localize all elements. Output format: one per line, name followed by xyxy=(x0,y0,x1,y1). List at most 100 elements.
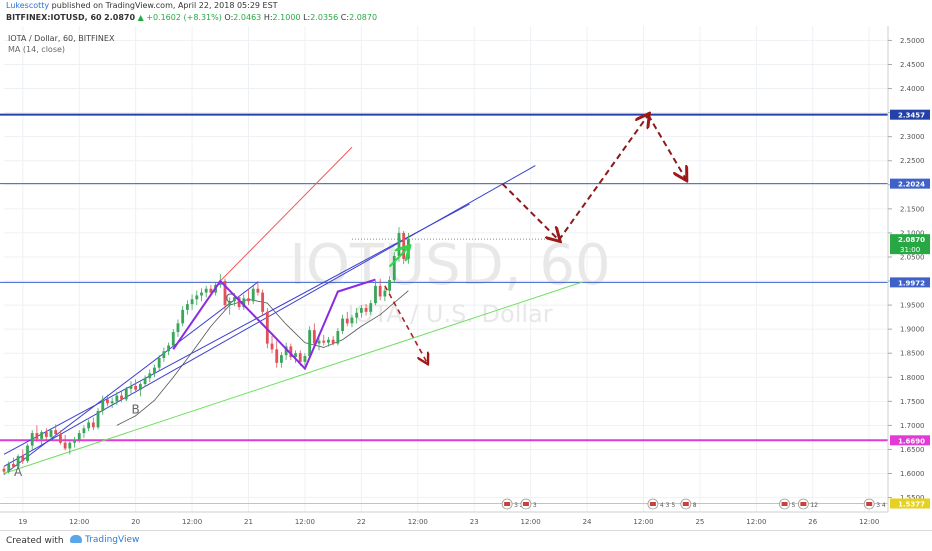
candle-body xyxy=(16,456,20,467)
price-level-badge xyxy=(890,178,930,189)
candle-body xyxy=(176,323,180,333)
candle-body xyxy=(242,298,246,308)
candle-body xyxy=(181,309,185,324)
event-count[interactable]: 8 xyxy=(693,502,697,509)
green-trendline xyxy=(3,281,583,474)
candle-body xyxy=(251,288,255,302)
event-count[interactable]: 3 xyxy=(533,502,537,509)
price-chart[interactable]: IOTUSD, 60 IOTA / U.S. Dollar ABC 3 2 33… xyxy=(0,26,932,530)
price-level-label: 2.3457 xyxy=(898,112,925,120)
price-tick-label: 1.7000 xyxy=(900,422,925,430)
candle-body xyxy=(336,331,340,344)
author-link[interactable]: Lukescotty xyxy=(6,1,50,10)
event-flag-stripe xyxy=(649,502,656,506)
candle-body xyxy=(124,388,128,400)
ohlc-low-value: 2.0356 xyxy=(310,13,339,22)
candle-body xyxy=(265,311,269,344)
candle-body xyxy=(284,346,288,356)
candle-body xyxy=(91,422,95,428)
publish-header: Lukescotty published on TradingView.com,… xyxy=(0,0,932,26)
candle-body xyxy=(322,340,326,343)
time-tick-label: 21 xyxy=(244,518,253,526)
channel-upper-line xyxy=(3,203,470,455)
ohlc-close-value: 2.0870 xyxy=(349,13,378,22)
time-axis[interactable]: 19 12:00 20 12:00 21 12:00 22 12:00 23 12:00 24 12:… xyxy=(0,511,932,530)
candle-body xyxy=(40,432,44,439)
time-tick-label: 26 xyxy=(808,518,817,526)
event-count[interactable]: 5 xyxy=(792,502,796,509)
candle-body xyxy=(171,332,175,346)
candle-body xyxy=(129,385,133,389)
candle-body xyxy=(190,299,194,305)
red-fan-line xyxy=(219,146,353,282)
candle-body xyxy=(87,422,91,429)
candle-body xyxy=(110,401,114,404)
channel-lower-line xyxy=(3,281,259,475)
candle-body xyxy=(96,410,100,428)
candle-body xyxy=(59,434,62,443)
price-change: ▲ +0.1602 (+8.31%) xyxy=(137,13,222,22)
candle-body xyxy=(350,317,354,324)
candle-body xyxy=(209,288,213,293)
candle-body xyxy=(327,339,330,343)
price-tick-label: 1.7500 xyxy=(900,398,925,406)
candle-body xyxy=(162,351,166,359)
candle-body xyxy=(204,288,208,293)
candle-body xyxy=(148,373,152,379)
candle-body xyxy=(153,367,156,374)
candle-body xyxy=(49,430,53,437)
purple-abcd-pattern xyxy=(172,278,376,371)
price-tick-label: 2.0500 xyxy=(900,253,925,261)
event-count[interactable]: 3 4 2 xyxy=(876,502,891,509)
price-axis[interactable]: 2.50002.45002.40002.35002.30002.25002.20… xyxy=(887,26,932,530)
green-up-arrow xyxy=(388,247,409,268)
price-tick-label: 1.9500 xyxy=(900,302,925,310)
candle-body xyxy=(247,298,250,302)
candle-body xyxy=(2,468,6,472)
price-tick-label: 1.8000 xyxy=(900,374,925,382)
forecast-drawings xyxy=(172,115,686,371)
bar-countdown-label: 31:00 xyxy=(900,246,920,254)
chart-watermark: IOTUSD, 60 IOTA / U.S. Dollar xyxy=(289,233,610,328)
watermark-symbol: IOTUSD, 60 xyxy=(289,233,610,298)
candle-body xyxy=(317,340,321,344)
candle-body xyxy=(218,281,222,285)
candle-body xyxy=(392,256,396,281)
price-level-badge xyxy=(890,498,930,509)
price-tick-label: 1.8500 xyxy=(900,350,925,358)
candle-body xyxy=(101,399,105,411)
time-tick-label: 25 xyxy=(695,518,704,526)
event-flag-stripe xyxy=(781,502,788,506)
candle-body xyxy=(345,318,349,324)
event-count[interactable]: 12 xyxy=(810,502,818,509)
time-tick-label: 20 xyxy=(131,518,140,526)
event-count[interactable]: 4 3 5 xyxy=(660,502,675,509)
time-tick-label: 12:00 xyxy=(633,518,653,526)
created-with-label: Created with xyxy=(6,536,64,546)
time-tick-label: 12:00 xyxy=(69,518,89,526)
candle-body xyxy=(256,288,260,293)
price-level-badge xyxy=(890,109,930,120)
event-flag-stripe xyxy=(522,502,529,506)
tradingview-logo[interactable]: TradingView xyxy=(70,535,139,545)
price-tick-label: 2.1000 xyxy=(900,229,925,237)
time-tick-label: 12:00 xyxy=(746,518,766,526)
chart-legend: IOTA / Dollar, 60, BITFINEX MA (14, clos… xyxy=(8,34,115,54)
price-tick-label: 2.4000 xyxy=(900,85,925,93)
candle-body xyxy=(120,395,123,400)
price-tick-label: 1.5500 xyxy=(900,494,925,502)
ohlc-low-key: L: xyxy=(303,13,311,22)
candle-body xyxy=(195,295,199,300)
candle-body xyxy=(54,430,58,435)
candle-body xyxy=(303,356,307,362)
event-flag-stripe xyxy=(504,502,511,506)
price-level-label: 1.9972 xyxy=(898,279,925,287)
price-tick-label: 2.5000 xyxy=(900,37,925,45)
indicator-label[interactable]: MA (14, close) xyxy=(8,45,65,54)
price-tick-label: 1.6000 xyxy=(900,470,925,478)
candle-body xyxy=(73,439,76,443)
price-level-label: 2.2024 xyxy=(898,181,925,189)
candle-body xyxy=(115,395,119,402)
time-tick-label: 19 xyxy=(18,518,27,526)
candle-body xyxy=(77,433,81,440)
